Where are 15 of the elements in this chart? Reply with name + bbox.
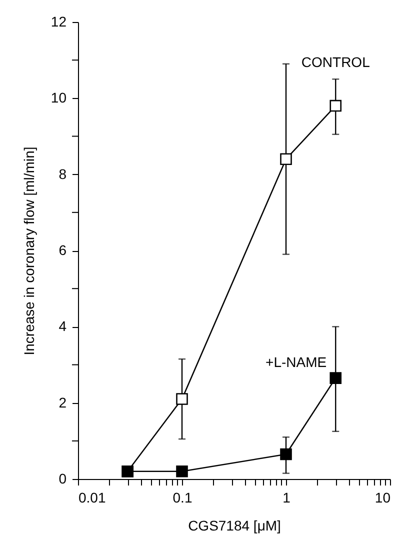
y-axis-title: Increase in coronary flow [ml/min] xyxy=(20,146,37,356)
series-label: +L-NAME xyxy=(266,354,327,370)
x-tick-label: 1 xyxy=(282,490,291,506)
x-tick-label: 0.01 xyxy=(78,490,106,506)
y-tick-label: 10 xyxy=(50,90,67,106)
y-tick-label: 6 xyxy=(58,242,67,258)
y-tick-label: 12 xyxy=(50,14,67,30)
y-tick-label: 4 xyxy=(58,318,67,334)
y-tick-label: 2 xyxy=(58,394,67,410)
x-tick-label: 10 xyxy=(374,490,391,506)
x-tick-label: 0.1 xyxy=(172,490,192,506)
y-tick-label: 8 xyxy=(58,166,67,182)
x-axis-title: CGS7184 [μM] xyxy=(188,518,281,534)
text: CONTROL xyxy=(301,54,370,70)
y-tick-label: 0 xyxy=(58,470,67,486)
